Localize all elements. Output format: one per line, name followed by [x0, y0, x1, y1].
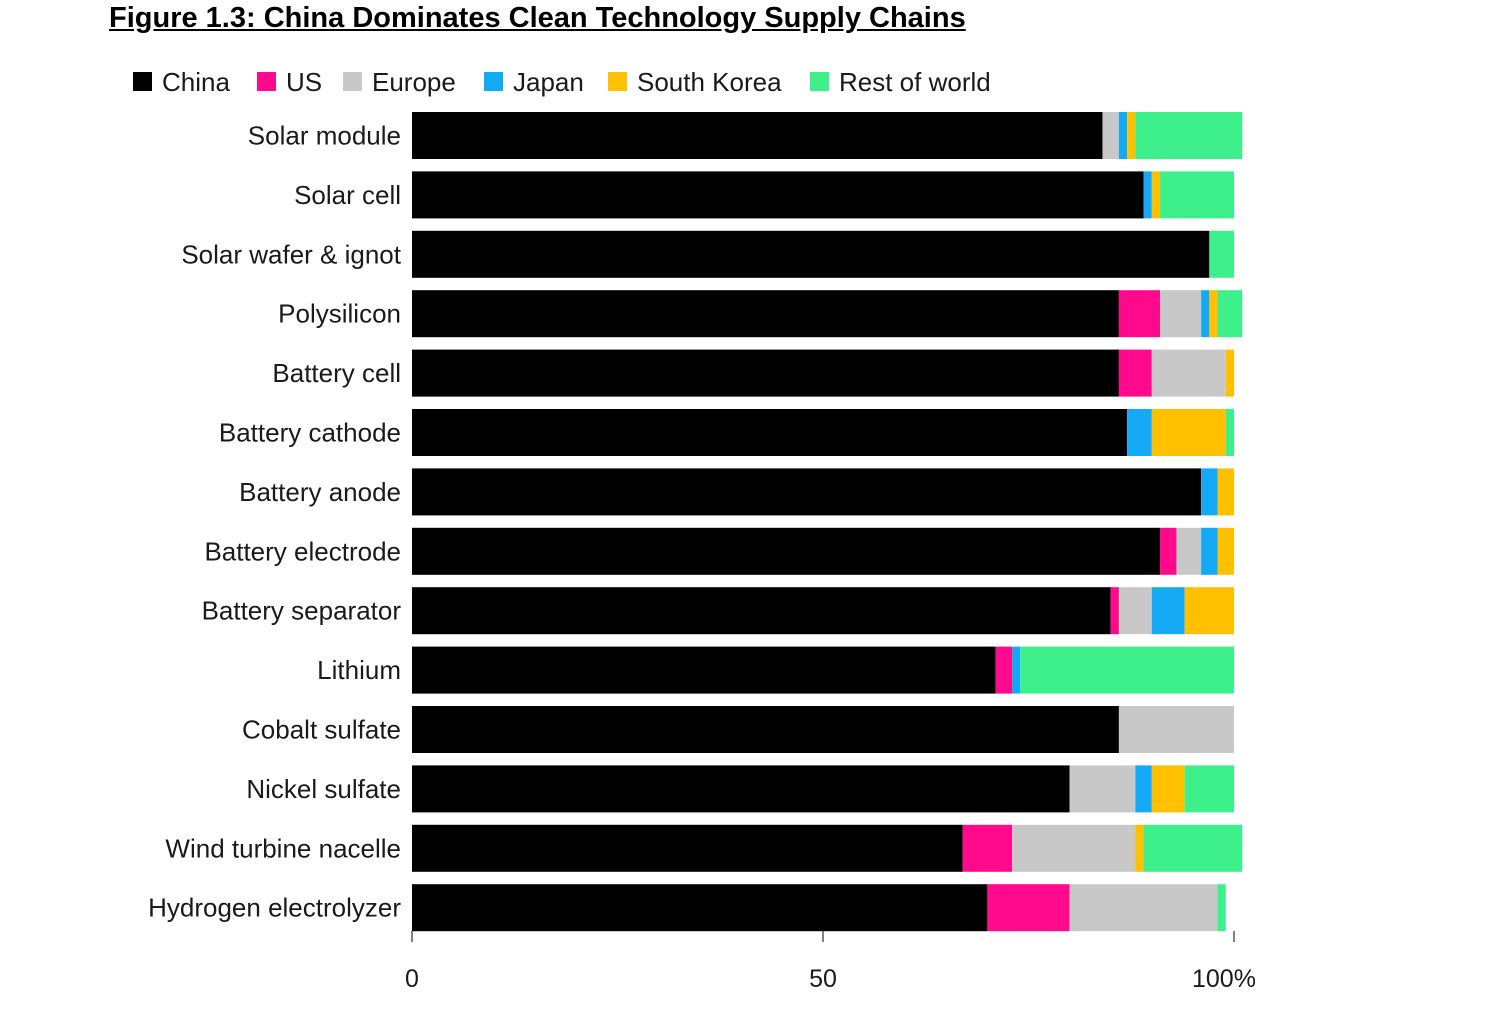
category-label-battery-cathode: Battery cathode	[219, 418, 401, 448]
bar-battery-anode-japan	[1201, 468, 1218, 516]
bar-solar-cell-south-korea	[1151, 171, 1161, 219]
bar-solar-module-europe	[1102, 112, 1119, 159]
bar-hydrogen-electrolyzer-us	[987, 884, 1070, 932]
bar-solar-module-japan	[1118, 112, 1128, 159]
bar-solar-module-china	[412, 112, 1103, 159]
bar-battery-electrode-japan	[1201, 527, 1218, 575]
legend-label-europe: Europe	[372, 67, 456, 97]
bar-polysilicon-us	[1118, 290, 1161, 338]
bar-battery-cathode-japan	[1127, 409, 1152, 456]
bar-polysilicon-china	[412, 290, 1119, 338]
legend-label-japan: Japan	[513, 67, 584, 97]
bar-nickel-sulfate-south-korea	[1151, 765, 1185, 813]
bar-hydrogen-electrolyzer-europe	[1069, 884, 1218, 932]
bar-lithium-us	[995, 646, 1013, 694]
bar-cobalt-sulfate-china	[412, 706, 1119, 753]
bar-solar-module-rest-of-world	[1135, 112, 1243, 159]
bar-battery-separator-us	[1110, 587, 1119, 635]
category-label-wind-turbine-nacelle: Wind turbine nacelle	[165, 833, 401, 863]
legend-swatch-us	[257, 72, 276, 91]
bar-battery-separator-europe	[1118, 587, 1152, 635]
category-label-solar-wafer-and-ignot: Solar wafer & ignot	[181, 239, 401, 269]
category-label-solar-module: Solar module	[248, 121, 401, 151]
legend-swatch-rest-of-world	[810, 72, 829, 91]
bar-polysilicon-japan	[1201, 290, 1210, 338]
bar-battery-electrode-europe	[1176, 527, 1202, 575]
bar-nickel-sulfate-rest-of-world	[1184, 765, 1234, 813]
bar-solar-module-south-korea	[1127, 112, 1136, 159]
category-label-battery-electrode: Battery electrode	[204, 536, 401, 566]
bar-battery-electrode-south-korea	[1217, 527, 1234, 575]
category-labels: Solar module Solar cell Solar wafer & igno…	[148, 121, 402, 923]
bar-battery-separator-china	[412, 587, 1111, 635]
bar-solar-wafer-and-ignot-rest-of-world	[1209, 230, 1234, 278]
bar-lithium-china	[412, 646, 996, 694]
bar-battery-anode-south-korea	[1217, 468, 1234, 516]
bar-battery-electrode-china	[412, 527, 1161, 575]
category-label-battery-cell: Battery cell	[272, 358, 401, 388]
bar-battery-cathode-rest-of-world	[1225, 409, 1234, 456]
bar-battery-cathode-south-korea	[1151, 409, 1226, 456]
bar-lithium-japan	[1012, 646, 1021, 694]
bar-battery-cell-china	[412, 349, 1119, 397]
category-label-hydrogen-electrolyzer: Hydrogen electrolyzer	[148, 893, 401, 923]
bar-wind-turbine-nacelle-europe	[1012, 824, 1136, 872]
bar-lithium-rest-of-world	[1020, 646, 1234, 694]
x-tick-label-0: 0	[405, 965, 419, 993]
bar-polysilicon-south-korea	[1209, 290, 1218, 338]
bar-cobalt-sulfate-europe	[1118, 706, 1234, 753]
figure-title: Figure 1.3: China Dominates Clean Techno…	[109, 2, 966, 34]
legend-swatch-china	[133, 72, 152, 91]
legend-label-us: US	[286, 67, 322, 97]
bar-battery-separator-south-korea	[1184, 587, 1234, 635]
bar-battery-separator-japan	[1151, 587, 1185, 635]
bar-nickel-sulfate-china	[412, 765, 1070, 813]
x-axis: 0 50 100%	[405, 931, 1256, 993]
bar-solar-cell-japan	[1143, 171, 1152, 219]
bar-battery-electrode-us	[1160, 527, 1177, 575]
bar-battery-cell-europe	[1151, 349, 1226, 397]
legend-swatch-south-korea	[608, 72, 627, 91]
bar-wind-turbine-nacelle-south-korea	[1135, 824, 1144, 872]
bar-wind-turbine-nacelle-us	[962, 824, 1013, 872]
bar-battery-cell-south-korea	[1225, 349, 1234, 397]
bar-series	[412, 112, 1243, 932]
bar-battery-cell-us	[1118, 349, 1152, 397]
legend-swatch-japan	[484, 72, 503, 91]
bar-nickel-sulfate-europe	[1069, 765, 1136, 813]
category-label-polysilicon: Polysilicon	[278, 299, 401, 329]
x-tick-label-50: 50	[809, 965, 837, 993]
legend-label-south-korea: South Korea	[637, 67, 782, 97]
category-label-battery-anode: Battery anode	[239, 477, 401, 507]
legend-label-rest-of-world: Rest of world	[839, 67, 991, 97]
bar-hydrogen-electrolyzer-china	[412, 884, 988, 932]
bar-battery-cathode-china	[412, 409, 1128, 456]
bar-wind-turbine-nacelle-rest-of-world	[1143, 824, 1243, 872]
category-label-nickel-sulfate: Nickel sulfate	[246, 774, 401, 804]
bar-solar-wafer-and-ignot-china	[412, 230, 1210, 278]
bar-polysilicon-europe	[1160, 290, 1202, 338]
bar-wind-turbine-nacelle-china	[412, 824, 963, 872]
category-label-cobalt-sulfate: Cobalt sulfate	[242, 715, 401, 745]
bar-solar-cell-china	[412, 171, 1144, 219]
bar-battery-anode-china	[412, 468, 1202, 516]
bar-polysilicon-rest-of-world	[1217, 290, 1243, 338]
category-label-battery-separator: Battery separator	[202, 596, 402, 626]
bar-solar-cell-rest-of-world	[1160, 171, 1234, 219]
category-label-lithium: Lithium	[317, 655, 401, 685]
bar-nickel-sulfate-japan	[1135, 765, 1152, 813]
x-tick-label-100: 100%	[1192, 965, 1256, 993]
legend-label-china: China	[162, 67, 230, 97]
bar-hydrogen-electrolyzer-rest-of-world	[1217, 884, 1226, 932]
chart-legend: China US Europe Japan South Korea Rest of wor…	[133, 67, 991, 97]
legend-swatch-europe	[343, 72, 362, 91]
category-label-solar-cell: Solar cell	[294, 180, 401, 210]
